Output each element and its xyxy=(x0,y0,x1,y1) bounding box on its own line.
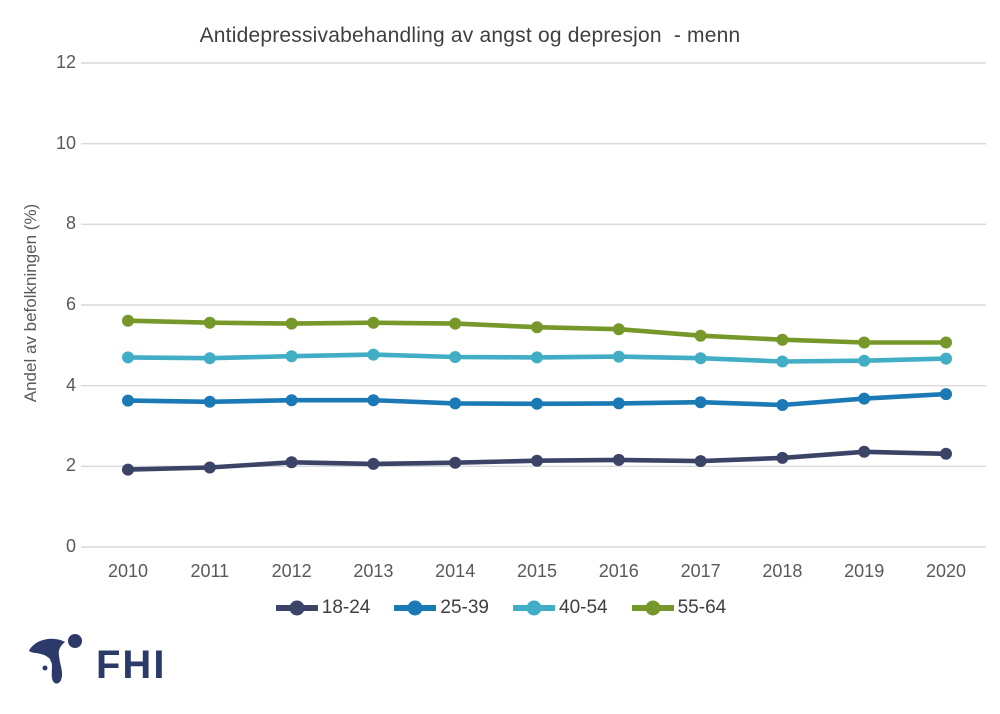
x-tick-label: 2016 xyxy=(598,561,639,581)
y-tick-label: 8 xyxy=(65,213,76,234)
data-point-18-24-2012 xyxy=(285,456,298,469)
x-tick-label: 2019 xyxy=(844,561,885,581)
y-tick-label: 10 xyxy=(55,132,76,153)
chart-title: Antidepressivabehandling av angst og dep… xyxy=(199,24,741,47)
data-point-18-24-2019 xyxy=(858,445,871,458)
data-point-40-54-2016 xyxy=(612,350,625,363)
legend-marker-icon xyxy=(631,600,674,616)
y-tick-label: 12 xyxy=(55,52,76,72)
data-point-25-39-2017 xyxy=(694,396,707,409)
x-tick-label: 2018 xyxy=(762,561,803,581)
data-point-18-24-2018 xyxy=(776,451,789,464)
x-tick-label: 2014 xyxy=(435,561,476,581)
data-point-40-54-2013 xyxy=(367,348,380,361)
legend-marker-icon xyxy=(394,600,437,616)
data-point-40-54-2014 xyxy=(449,351,462,363)
x-tick-label: 2011 xyxy=(190,561,230,581)
data-point-18-24-2020 xyxy=(940,447,952,460)
data-point-55-64-2014 xyxy=(449,317,462,330)
x-tick-label: 2013 xyxy=(353,561,394,581)
x-tick-label: 2010 xyxy=(107,561,149,581)
legend-item-25-39: 25-39 xyxy=(392,597,489,619)
legend-label: 18-24 xyxy=(321,597,371,618)
data-point-40-54-2020 xyxy=(940,352,952,365)
legend-marker-icon xyxy=(513,600,555,616)
x-tick-label: 2015 xyxy=(516,561,558,581)
legend-item-40-54: 40-54 xyxy=(511,597,608,619)
data-point-18-24-2017 xyxy=(694,455,707,468)
legend-item-55-64: 55-64 xyxy=(630,597,727,619)
data-point-25-39-2011 xyxy=(203,395,216,408)
data-point-40-54-2019 xyxy=(858,354,871,367)
legend-label: 40-54 xyxy=(559,597,608,618)
y-tick-label: 0 xyxy=(65,536,76,556)
y-tick-label: 6 xyxy=(65,294,76,314)
data-point-25-39-2013 xyxy=(367,394,380,407)
y-tick-label: 2 xyxy=(65,455,76,476)
fhi-logo-icon xyxy=(29,634,82,684)
data-point-55-64-2011 xyxy=(203,316,216,329)
data-point-55-64-2018 xyxy=(776,333,789,346)
data-point-25-39-2014 xyxy=(449,397,462,410)
data-point-25-39-2015 xyxy=(531,397,543,410)
legend-label: 55-64 xyxy=(677,597,727,618)
data-point-40-54-2017 xyxy=(694,352,707,365)
data-point-25-39-2016 xyxy=(612,397,625,410)
data-point-40-54-2012 xyxy=(285,350,298,363)
data-point-18-24-2015 xyxy=(531,454,543,467)
legend-item-18-24: 18-24 xyxy=(274,597,371,619)
fhi-logo-text: FHI xyxy=(96,643,167,687)
data-point-25-39-2019 xyxy=(858,392,871,405)
data-point-55-64-2013 xyxy=(367,316,380,329)
data-point-55-64-2012 xyxy=(285,317,298,330)
data-point-40-54-2015 xyxy=(531,351,543,364)
legend-marker-icon xyxy=(275,600,318,616)
data-point-55-64-2017 xyxy=(694,329,707,342)
x-tick-label: 2017 xyxy=(680,561,721,581)
data-point-25-39-2020 xyxy=(940,388,952,401)
data-point-18-24-2010 xyxy=(122,463,134,476)
data-point-55-64-2010 xyxy=(122,314,134,327)
data-point-25-39-2018 xyxy=(776,399,789,411)
data-point-18-24-2013 xyxy=(367,457,380,470)
chart-legend: 18-24 25-39 40-54 55-64 xyxy=(0,597,1000,619)
x-tick-label: 2020 xyxy=(925,561,967,581)
data-point-25-39-2012 xyxy=(285,394,298,407)
x-tick-label: 2012 xyxy=(271,561,312,581)
data-point-55-64-2019 xyxy=(858,336,871,349)
data-point-40-54-2010 xyxy=(122,351,134,364)
data-point-18-24-2016 xyxy=(612,453,625,466)
data-point-55-64-2020 xyxy=(940,336,952,349)
data-point-25-39-2010 xyxy=(122,394,134,407)
data-point-55-64-2015 xyxy=(531,321,543,334)
y-tick-label: 4 xyxy=(65,374,76,395)
data-point-55-64-2016 xyxy=(612,323,625,336)
legend-label: 25-39 xyxy=(440,597,489,618)
data-point-18-24-2014 xyxy=(449,456,462,469)
data-point-18-24-2011 xyxy=(203,461,216,474)
data-point-40-54-2018 xyxy=(776,355,789,368)
data-point-40-54-2011 xyxy=(203,352,216,365)
fhi-logo: FHI xyxy=(28,634,166,696)
